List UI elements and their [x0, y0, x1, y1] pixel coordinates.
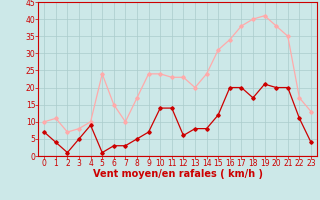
X-axis label: Vent moyen/en rafales ( km/h ): Vent moyen/en rafales ( km/h ) — [92, 169, 263, 179]
